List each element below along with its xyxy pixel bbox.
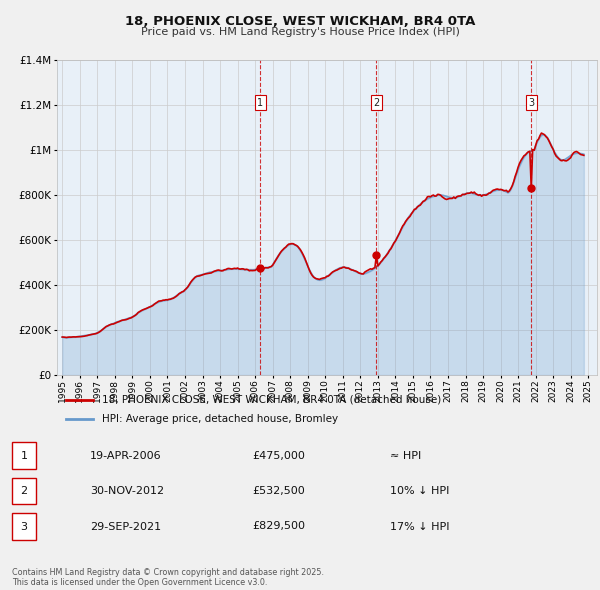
Text: 3: 3 — [528, 97, 535, 107]
Text: ≈ HPI: ≈ HPI — [390, 451, 421, 461]
Text: 29-SEP-2021: 29-SEP-2021 — [90, 522, 161, 532]
Text: 10% ↓ HPI: 10% ↓ HPI — [390, 486, 449, 496]
Text: 3: 3 — [20, 522, 28, 532]
Text: 17% ↓ HPI: 17% ↓ HPI — [390, 522, 449, 532]
Text: £532,500: £532,500 — [252, 486, 305, 496]
Text: 18, PHOENIX CLOSE, WEST WICKHAM, BR4 0TA: 18, PHOENIX CLOSE, WEST WICKHAM, BR4 0TA — [125, 15, 475, 28]
Text: 1: 1 — [20, 451, 28, 461]
Text: 1: 1 — [257, 97, 263, 107]
Text: 2: 2 — [373, 97, 380, 107]
Text: 18, PHOENIX CLOSE, WEST WICKHAM, BR4 0TA (detached house): 18, PHOENIX CLOSE, WEST WICKHAM, BR4 0TA… — [102, 395, 441, 405]
Text: 30-NOV-2012: 30-NOV-2012 — [90, 486, 164, 496]
Text: £475,000: £475,000 — [252, 451, 305, 461]
Text: 2: 2 — [20, 486, 28, 496]
Text: Price paid vs. HM Land Registry's House Price Index (HPI): Price paid vs. HM Land Registry's House … — [140, 27, 460, 37]
Text: HPI: Average price, detached house, Bromley: HPI: Average price, detached house, Brom… — [102, 414, 338, 424]
Text: 19-APR-2006: 19-APR-2006 — [90, 451, 161, 461]
Text: £829,500: £829,500 — [252, 522, 305, 532]
Text: Contains HM Land Registry data © Crown copyright and database right 2025.
This d: Contains HM Land Registry data © Crown c… — [12, 568, 324, 588]
